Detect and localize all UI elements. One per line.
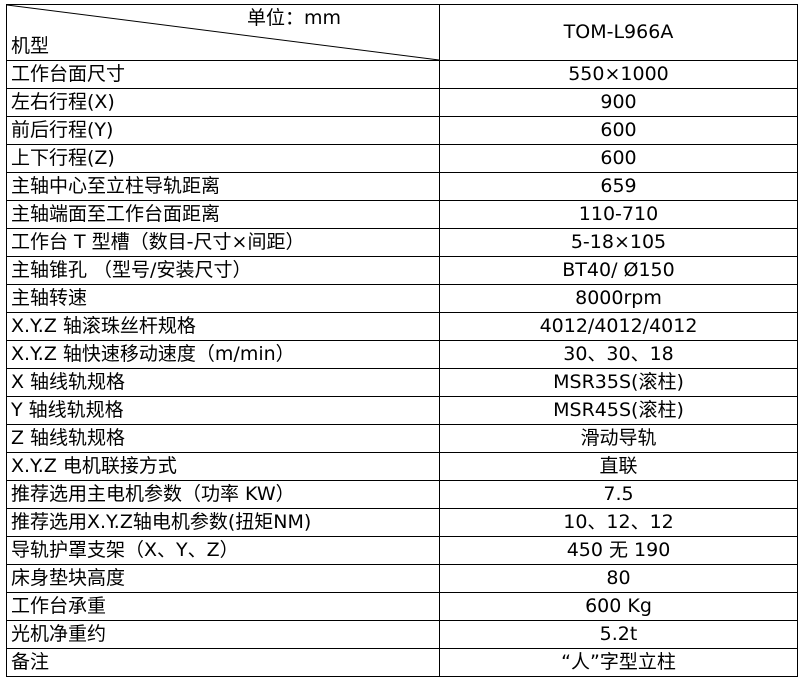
- table-row: 工作台承重 600 Kg: [6, 592, 798, 621]
- spec-value: 600 Kg: [439, 592, 798, 621]
- spec-value: MSR35S(滚柱): [439, 368, 798, 397]
- model-label: 机型: [11, 35, 50, 57]
- table-row: 光机净重约 5.2t: [6, 620, 798, 649]
- table-row: 主轴锥孔 （型号/安装尺寸） BT40/ Ø150: [6, 256, 798, 285]
- spec-label: 床身垫块高度: [6, 564, 440, 593]
- spec-value: 10、12、12: [439, 508, 798, 537]
- spec-value: 8000rpm: [439, 284, 798, 313]
- spec-label: 光机净重约: [6, 620, 440, 649]
- spec-value: 5.2t: [439, 620, 798, 649]
- table-row: 上下行程(Z) 600: [6, 144, 798, 173]
- spec-value: 30、30、18: [439, 340, 798, 369]
- spec-label: X.Y.Z 轴滚珠丝杆规格: [6, 312, 440, 341]
- spec-value: 450 无 190: [439, 536, 798, 565]
- table-row: 导轨护罩支架（X、Y、Z） 450 无 190: [6, 536, 798, 565]
- spec-value: “人”字型立柱: [439, 648, 798, 677]
- table-row: 推荐选用X.Y.Z轴电机参数(扭矩NM) 10、12、12: [6, 508, 798, 537]
- spec-label: 前后行程(Y): [6, 116, 440, 145]
- table-row: X.Y.Z 轴快速移动速度（m/min） 30、30、18: [6, 340, 798, 369]
- table-row: 推荐选用主电机参数（功率 KW） 7.5: [6, 480, 798, 509]
- spec-value: 7.5: [439, 480, 798, 509]
- table-row: 主轴端面至工作台面距离 110-710: [6, 200, 798, 229]
- spec-label: 备注: [6, 648, 440, 677]
- spec-label: 主轴锥孔 （型号/安装尺寸）: [6, 256, 440, 285]
- table-row: X.Y.Z 轴滚珠丝杆规格 4012/4012/4012: [6, 312, 798, 341]
- table-row: 左右行程(X) 900: [6, 88, 798, 117]
- spec-label: X.Y.Z 电机联接方式: [6, 452, 440, 481]
- model-value: TOM-L966A: [439, 4, 798, 61]
- spec-label: 工作台 T 型槽（数目-尺寸×间距）: [6, 228, 440, 257]
- spec-value: 600: [439, 116, 798, 145]
- table-row: 前后行程(Y) 600: [6, 116, 798, 145]
- table-row: X.Y.Z 电机联接方式 直联: [6, 452, 798, 481]
- table-row: Z 轴线轨规格 滑动导轨: [6, 424, 798, 453]
- table-row: 工作台面尺寸 550×1000: [6, 60, 798, 89]
- spec-value: 5-18×105: [439, 228, 798, 257]
- spec-label: X.Y.Z 轴快速移动速度（m/min）: [6, 340, 440, 369]
- spec-value: 直联: [439, 452, 798, 481]
- table-row: 床身垫块高度 80: [6, 564, 798, 593]
- spec-label: X 轴线轨规格: [6, 368, 440, 397]
- spec-label: Z 轴线轨规格: [6, 424, 440, 453]
- spec-label: 推荐选用X.Y.Z轴电机参数(扭矩NM): [6, 508, 440, 537]
- header-corner-cell: 单位：mm 机型: [6, 4, 440, 61]
- spec-label: 主轴转速: [6, 284, 440, 313]
- spec-value: 80: [439, 564, 798, 593]
- header-row: 单位：mm 机型 TOM-L966A: [6, 4, 798, 61]
- spec-label: 主轴端面至工作台面距离: [6, 200, 440, 229]
- table-row: X 轴线轨规格 MSR35S(滚柱): [6, 368, 798, 397]
- unit-label: 单位：mm: [247, 7, 342, 29]
- spec-value: 600: [439, 144, 798, 173]
- spec-value: 滑动导轨: [439, 424, 798, 453]
- spec-table: 单位：mm 机型 TOM-L966A 工作台面尺寸 550×1000 左右行程(X)…: [6, 4, 798, 677]
- spec-label: 主轴中心至立柱导轨距离: [6, 172, 440, 201]
- table-row: 备注 “人”字型立柱: [6, 648, 798, 677]
- spec-label: 上下行程(Z): [6, 144, 440, 173]
- table-row: 工作台 T 型槽（数目-尺寸×间距） 5-18×105: [6, 228, 798, 257]
- spec-value: 550×1000: [439, 60, 798, 89]
- spec-label: 工作台承重: [6, 592, 440, 621]
- spec-value: 900: [439, 88, 798, 117]
- spec-value: 659: [439, 172, 798, 201]
- table-row: 主轴中心至立柱导轨距离 659: [6, 172, 798, 201]
- diagonal-divider: [7, 5, 439, 60]
- spec-label: 工作台面尺寸: [6, 60, 440, 89]
- spec-label: Y 轴线轨规格: [6, 396, 440, 425]
- spec-value: 4012/4012/4012: [439, 312, 798, 341]
- spec-label: 导轨护罩支架（X、Y、Z）: [6, 536, 440, 565]
- spec-label: 左右行程(X): [6, 88, 440, 117]
- spec-value: 110-710: [439, 200, 798, 229]
- spec-value: MSR45S(滚柱): [439, 396, 798, 425]
- spec-value: BT40/ Ø150: [439, 256, 798, 285]
- table-row: 主轴转速 8000rpm: [6, 284, 798, 313]
- spec-label: 推荐选用主电机参数（功率 KW）: [6, 480, 440, 509]
- table-row: Y 轴线轨规格 MSR45S(滚柱): [6, 396, 798, 425]
